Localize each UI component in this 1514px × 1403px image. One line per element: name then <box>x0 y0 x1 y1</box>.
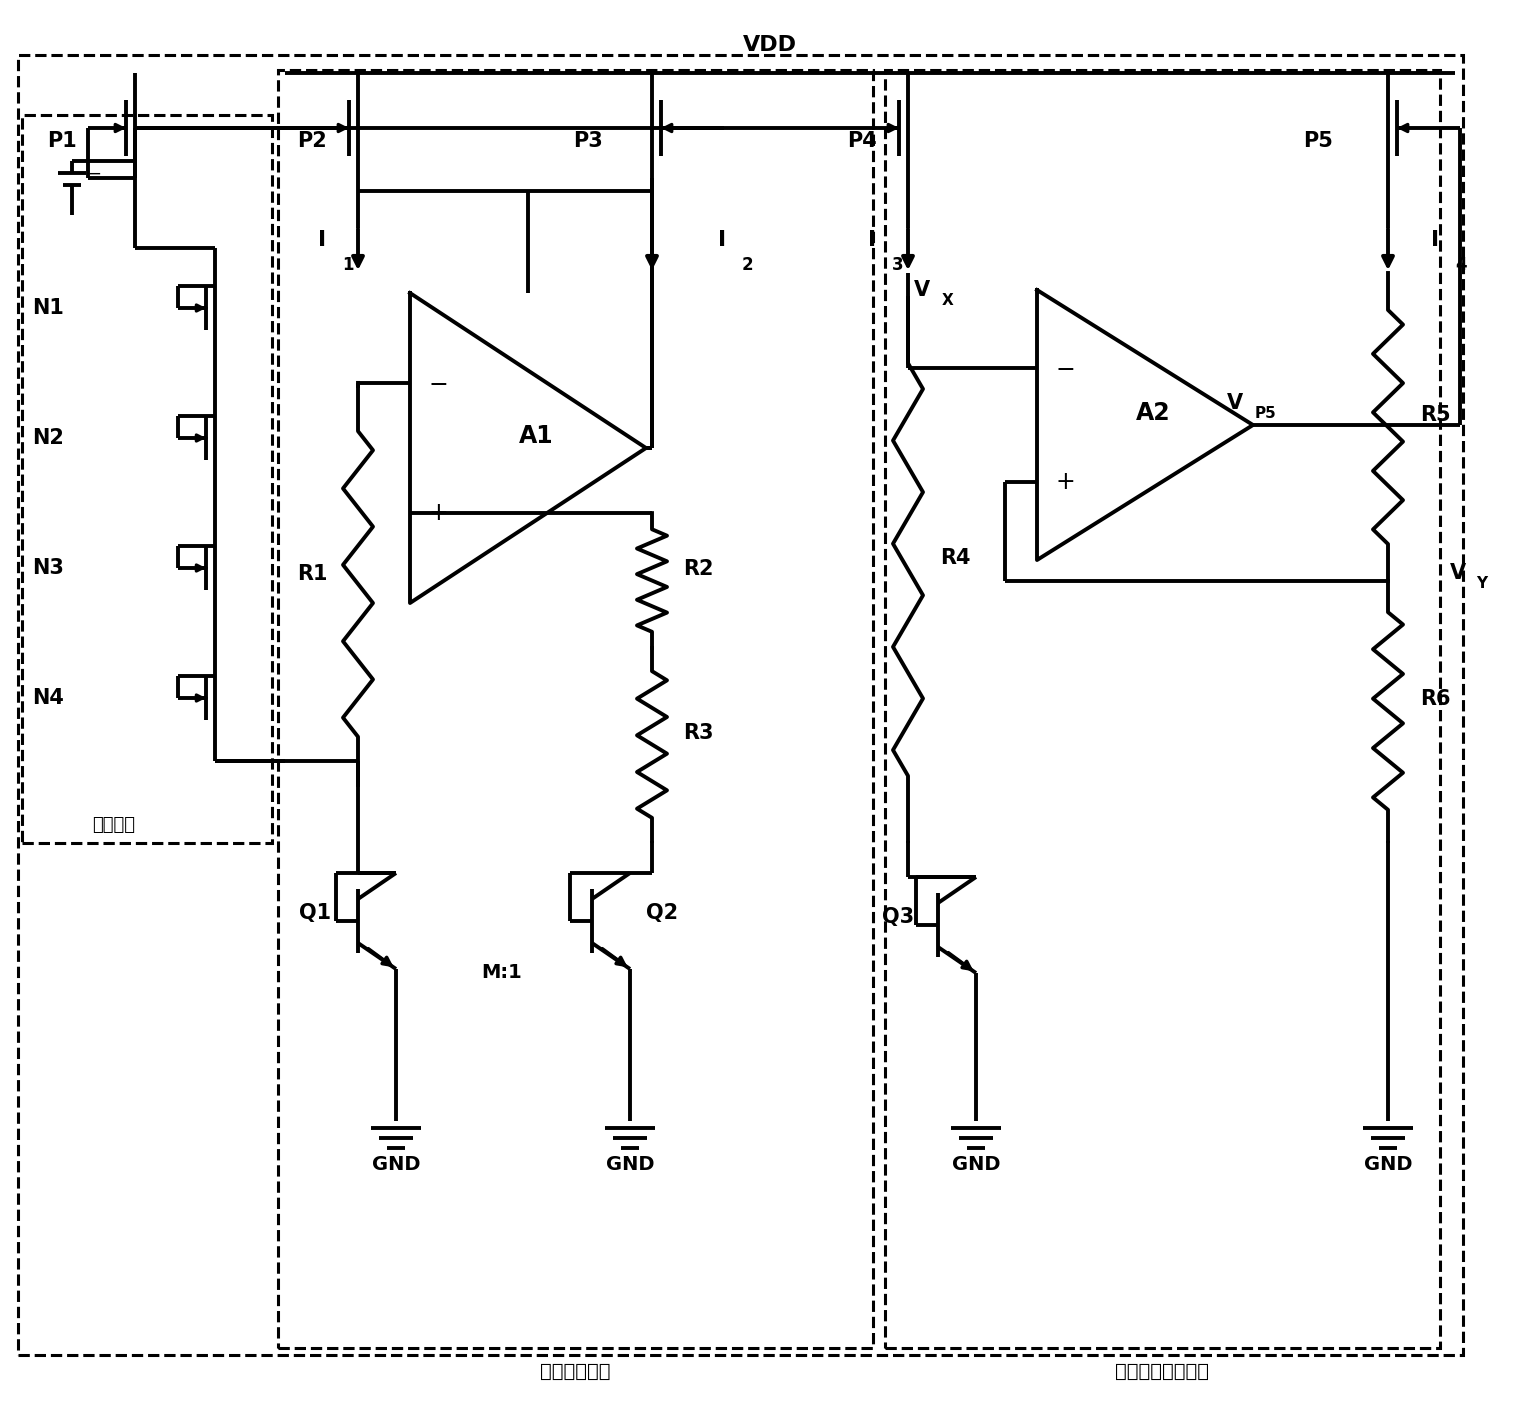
Text: N4: N4 <box>32 687 64 709</box>
Text: GND: GND <box>606 1156 654 1174</box>
Text: R1: R1 <box>297 564 327 584</box>
Text: P5: P5 <box>1304 130 1332 152</box>
Text: I: I <box>868 230 877 250</box>
Text: I: I <box>718 230 727 250</box>
Text: V: V <box>1226 393 1243 412</box>
Text: Q1: Q1 <box>298 904 332 923</box>
Text: Y: Y <box>1476 575 1487 591</box>
Text: R2: R2 <box>683 558 713 578</box>
Bar <box>23 115 273 843</box>
Text: 带隙电压倍压电路: 带隙电压倍压电路 <box>1114 1361 1210 1381</box>
Text: R4: R4 <box>940 547 970 567</box>
Text: X: X <box>942 292 954 307</box>
Text: 4: 4 <box>1455 255 1467 274</box>
Text: P4: P4 <box>848 130 877 152</box>
Text: 启动电路: 启动电路 <box>92 817 135 833</box>
Text: V: V <box>914 281 930 300</box>
Text: P1: P1 <box>47 130 77 152</box>
Text: P3: P3 <box>574 130 603 152</box>
Text: 带隙核心电路: 带隙核心电路 <box>540 1361 610 1381</box>
Text: M:1: M:1 <box>481 964 522 982</box>
Text: N1: N1 <box>32 297 64 318</box>
Text: Q2: Q2 <box>646 904 678 923</box>
Text: I: I <box>318 230 326 250</box>
Text: VDD: VDD <box>743 35 796 55</box>
Bar <box>886 70 1440 1348</box>
Text: P2: P2 <box>297 130 327 152</box>
Text: 3: 3 <box>892 255 904 274</box>
Text: A2: A2 <box>1136 401 1170 425</box>
Text: R5: R5 <box>1420 405 1450 425</box>
Text: $-$: $-$ <box>428 370 448 394</box>
Text: P5: P5 <box>1255 405 1276 421</box>
Text: 2: 2 <box>742 255 754 274</box>
Text: N3: N3 <box>32 558 64 578</box>
Text: R3: R3 <box>683 723 713 742</box>
Text: I: I <box>1431 230 1440 250</box>
Text: V: V <box>1450 563 1466 584</box>
Text: A1: A1 <box>519 424 553 448</box>
Bar <box>279 70 874 1348</box>
Text: $-$: $-$ <box>1055 356 1075 380</box>
Text: 1: 1 <box>342 255 353 274</box>
Text: GND: GND <box>1364 1156 1413 1174</box>
Text: GND: GND <box>952 1156 1001 1174</box>
Text: $-$: $-$ <box>86 164 101 182</box>
Text: R6: R6 <box>1420 689 1450 709</box>
Text: GND: GND <box>372 1156 421 1174</box>
Text: $+$: $+$ <box>1055 470 1075 494</box>
Text: N2: N2 <box>32 428 64 448</box>
Text: Q3: Q3 <box>883 906 914 927</box>
Text: $+$: $+$ <box>428 501 448 525</box>
